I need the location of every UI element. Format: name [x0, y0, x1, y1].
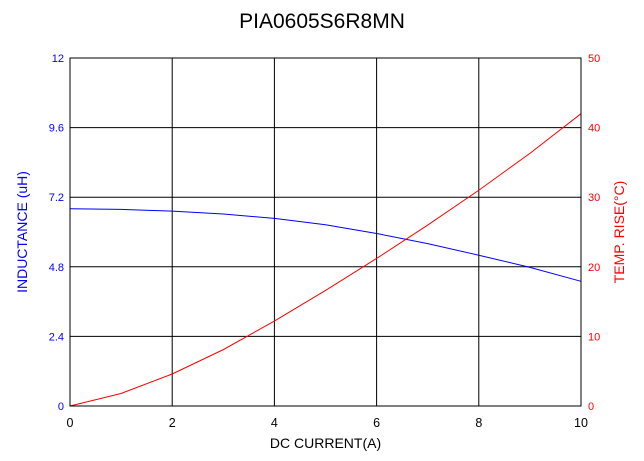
y-left-tick-label: 0	[58, 401, 64, 413]
y-right-tick-label: 0	[588, 401, 594, 413]
y-left-tick-label: 7.2	[49, 192, 64, 204]
y-right-tick-label: 10	[588, 331, 600, 343]
x-axis-label: DC CURRENT(A)	[270, 435, 381, 451]
x-tick-label: 6	[373, 416, 380, 430]
y-left-tick-label: 2.4	[49, 331, 64, 343]
y-left-tick-label: 4.8	[49, 262, 64, 274]
plot-frame	[69, 57, 582, 407]
x-tick-label: 2	[169, 416, 176, 430]
y-left-tick-label: 12	[52, 53, 64, 65]
x-tick-label: 10	[574, 416, 588, 430]
x-tick-label: 0	[67, 416, 74, 430]
y-right-tick-label: 40	[588, 123, 600, 135]
y-axis-right-label: TEMP. RISE(°C)	[611, 181, 627, 284]
y-right-tick-label: 50	[588, 53, 600, 65]
grid	[70, 58, 581, 406]
y-axis-left-label: INDUCTANCE (uH)	[14, 171, 30, 293]
y-right-tick-label: 20	[588, 262, 600, 274]
series-line-temp-rise	[69, 113, 582, 407]
series-group	[69, 113, 582, 407]
y-right-tick-label: 30	[588, 192, 600, 204]
x-tick-label: 8	[475, 416, 482, 430]
y-left-tick-label: 9.6	[49, 123, 64, 135]
chart-title: PIA0605S6R8MN	[239, 10, 405, 33]
series-line-inductance	[69, 208, 582, 282]
x-tick-label: 4	[271, 416, 278, 430]
